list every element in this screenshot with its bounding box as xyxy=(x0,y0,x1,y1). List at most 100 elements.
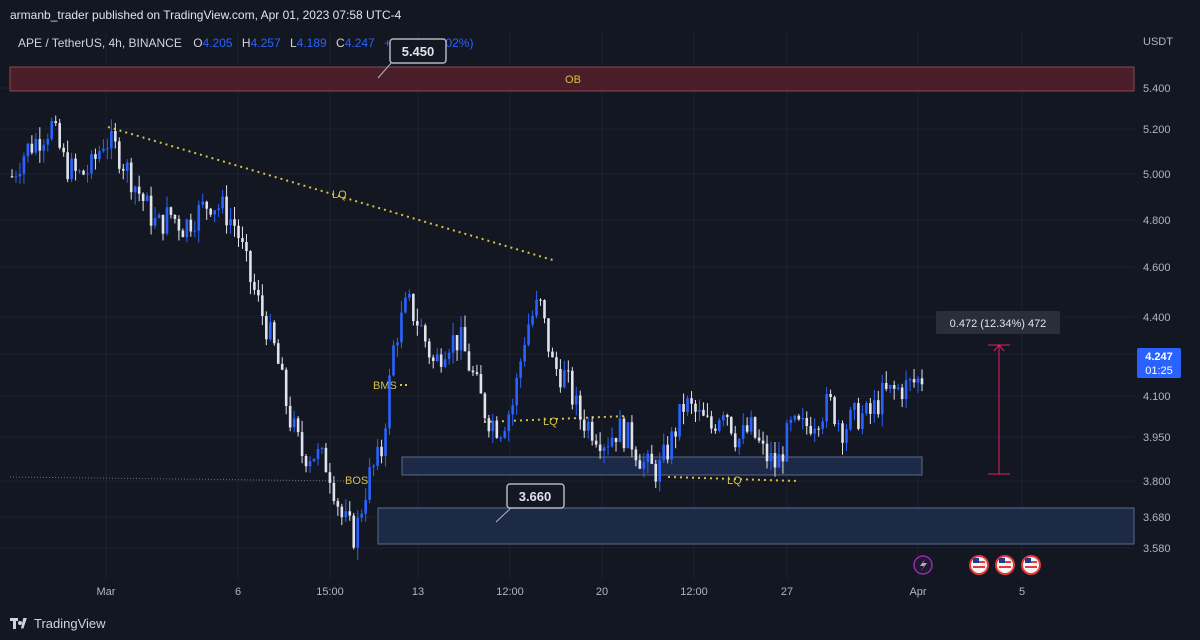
candle-body xyxy=(38,139,42,151)
candle-body xyxy=(606,446,610,448)
candle-body xyxy=(288,406,292,428)
callout-top[interactable]: 5.450 xyxy=(377,38,447,79)
candle-body xyxy=(523,344,526,362)
candle-body xyxy=(753,417,757,438)
tradingview-brand[interactable]: TradingView xyxy=(10,616,106,631)
candle-body xyxy=(153,218,157,226)
candle-body xyxy=(789,419,793,424)
candle-body xyxy=(841,423,844,443)
candle-body xyxy=(773,453,777,468)
candle-body xyxy=(618,418,622,443)
candle-body xyxy=(571,370,574,405)
demand-zone-upper[interactable] xyxy=(401,456,923,476)
candle-body xyxy=(121,168,125,171)
ob-zone[interactable] xyxy=(9,66,1135,92)
candle-body xyxy=(567,370,570,372)
low-value: 4.189 xyxy=(296,36,327,50)
callout-bottom-text: 3.660 xyxy=(519,489,552,504)
candle-body xyxy=(483,393,487,419)
candle-body xyxy=(857,403,860,429)
time-tick: 12:00 xyxy=(496,586,524,598)
candle-body xyxy=(165,207,169,234)
candle-body xyxy=(602,447,606,451)
candle-body xyxy=(352,515,356,548)
candle-body xyxy=(777,454,781,468)
candle-body xyxy=(718,420,721,431)
lq-low-line[interactable] xyxy=(667,476,799,482)
time-axis[interactable]: Mar 6 15:00 13 12:00 20 12:00 27 Apr 5 xyxy=(97,586,1026,598)
candle-body xyxy=(376,446,379,466)
candle-body xyxy=(261,295,264,317)
candle-body xyxy=(157,214,161,219)
us-flag-event-icon[interactable] xyxy=(969,555,989,575)
candle-body xyxy=(86,173,89,175)
candle-body xyxy=(861,413,864,429)
candle-body xyxy=(801,418,805,420)
candle-body xyxy=(757,437,761,441)
candle-body xyxy=(499,437,503,439)
time-tick: 15:00 xyxy=(316,586,344,598)
header-bar: armanb_trader published on TradingView.c… xyxy=(0,0,1200,30)
demand-zone-lower[interactable] xyxy=(377,507,1135,545)
candle-body xyxy=(797,415,801,420)
price-chart[interactable]: OB LQ LQ LQ BMS BOS 5.450 3.660 0.472 (1… xyxy=(0,0,1200,606)
candle-body xyxy=(316,448,320,459)
candle-body xyxy=(356,517,360,548)
candle-body xyxy=(896,387,900,389)
candle-body xyxy=(213,210,216,215)
candle-body xyxy=(590,421,594,441)
lq-top-label: LQ xyxy=(332,189,347,201)
candle-body xyxy=(920,378,924,385)
us-flag-event-icon[interactable] xyxy=(995,555,1015,575)
candle-body xyxy=(173,214,177,219)
candle-body xyxy=(515,377,518,406)
candle-body xyxy=(674,431,677,437)
open-value: 4.205 xyxy=(202,36,233,50)
economic-events[interactable] xyxy=(969,555,1041,575)
candle-body xyxy=(694,403,697,412)
candle-body xyxy=(733,433,737,448)
candle-body xyxy=(161,214,165,234)
candle-body xyxy=(384,428,387,457)
symbol-name[interactable]: APE / TetherUS, 4h, BINANCE xyxy=(18,36,182,50)
candle-body xyxy=(201,201,205,205)
candle-body xyxy=(217,208,220,211)
candle-body xyxy=(686,398,689,412)
candle-body xyxy=(495,420,499,438)
tradingview-logo-icon xyxy=(10,617,28,630)
candle-body xyxy=(873,400,876,414)
candle-body xyxy=(793,415,797,420)
candle-body xyxy=(455,335,459,351)
price-tick: 4.800 xyxy=(1143,215,1171,227)
candle-body xyxy=(332,482,336,502)
candlestick-series[interactable] xyxy=(10,115,924,560)
candle-body xyxy=(781,454,785,462)
price-range-measure[interactable]: 0.472 (12.34%) 472 xyxy=(936,311,1060,475)
candle-body xyxy=(312,458,316,462)
candle-body xyxy=(106,148,109,150)
candle-body xyxy=(467,351,471,371)
candle-body xyxy=(58,123,61,148)
candle-body xyxy=(18,173,22,177)
candle-body xyxy=(710,416,713,429)
bos-line[interactable] xyxy=(9,476,347,482)
candle-body xyxy=(594,440,598,445)
candle-body xyxy=(249,251,252,282)
candle-body xyxy=(125,162,129,171)
us-flag-event-icon[interactable] xyxy=(1021,555,1041,575)
candle-body xyxy=(181,230,185,238)
high-label: H xyxy=(241,36,251,50)
candle-body xyxy=(563,370,566,388)
candle-body xyxy=(463,327,467,352)
candle-body xyxy=(869,403,872,414)
candle-body xyxy=(706,415,709,417)
ob-label: OB xyxy=(565,74,581,86)
time-tick: Apr xyxy=(909,586,926,598)
lightning-icon[interactable] xyxy=(913,555,933,575)
candle-body xyxy=(149,195,153,226)
price-axis[interactable]: USDT 5.4005.2005.0004.8004.6004.4004.250… xyxy=(1143,36,1173,555)
callout-bottom[interactable]: 3.660 xyxy=(495,483,565,523)
candle-body xyxy=(241,238,244,243)
candle-body xyxy=(769,453,773,462)
candle-body xyxy=(276,343,280,364)
